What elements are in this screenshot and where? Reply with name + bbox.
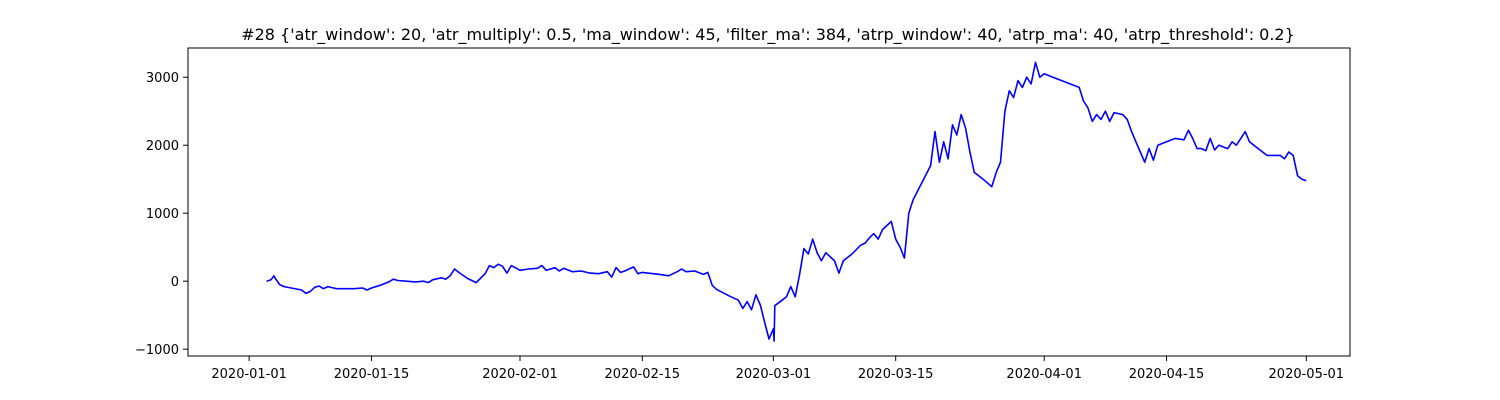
x-axis: 2020-01-01 2020-01-15 2020-02-01 2020-02-15… — [211, 356, 1344, 382]
chart-title: #28 {'atr_window': 20, 'atr_multiply': 0… — [241, 25, 1295, 45]
y-tick-label: 1000 — [146, 207, 179, 222]
x-tick-label: 2020-01-01 — [211, 367, 287, 382]
series-line — [266, 61, 1307, 342]
y-tick-label: 3000 — [146, 71, 179, 86]
series-layer — [266, 61, 1307, 342]
y-axis: −1000 0 1000 2000 3000 — [135, 71, 188, 358]
x-tick-label: 2020-05-01 — [1269, 367, 1345, 382]
x-tick-label: 2020-02-01 — [482, 367, 558, 382]
x-tick-label: 2020-03-01 — [736, 367, 812, 382]
plot-frame — [187, 47, 1351, 357]
x-tick-label: 2020-01-15 — [334, 367, 410, 382]
x-tick-label: 2020-04-15 — [1129, 367, 1205, 382]
x-tick-label: 2020-03-15 — [858, 367, 934, 382]
y-tick-label: 2000 — [146, 139, 179, 154]
y-tick-label: 0 — [171, 275, 179, 290]
y-tick-label: −1000 — [135, 343, 179, 358]
x-tick-label: 2020-02-15 — [605, 367, 681, 382]
x-tick-label: 2020-04-01 — [1006, 367, 1082, 382]
